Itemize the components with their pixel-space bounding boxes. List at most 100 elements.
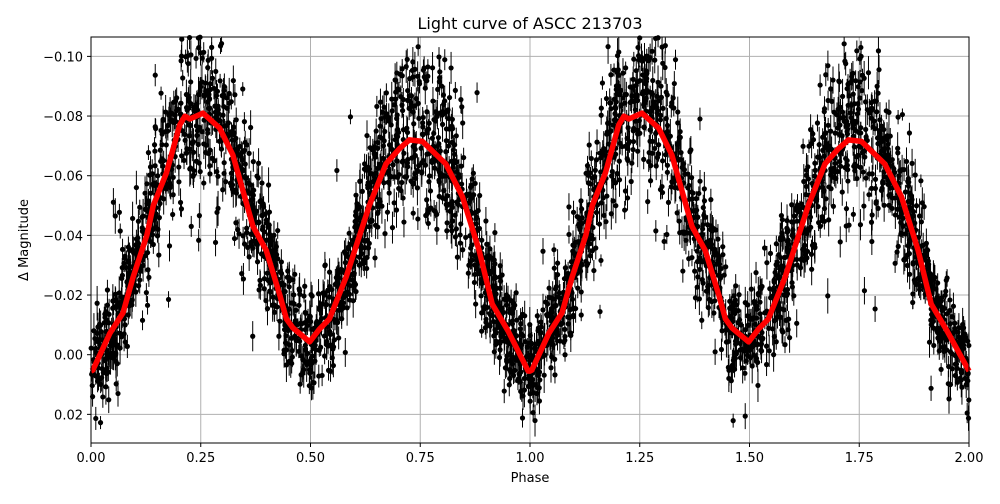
- data-point: [308, 282, 313, 308]
- data-point: [861, 192, 866, 221]
- data-point: [876, 37, 881, 68]
- data-point: [153, 119, 158, 138]
- data-point: [198, 164, 203, 179]
- data-point: [463, 228, 468, 248]
- data-point: [385, 203, 390, 222]
- data-point: [474, 82, 479, 102]
- data-point: [144, 283, 149, 302]
- data-point: [502, 379, 507, 403]
- data-point: [583, 245, 588, 278]
- data-point: [680, 259, 685, 282]
- data-point: [399, 167, 404, 198]
- data-point: [372, 248, 377, 267]
- data-point: [316, 365, 321, 388]
- data-point: [805, 219, 810, 240]
- data-point: [591, 260, 596, 281]
- data-point: [156, 243, 161, 267]
- data-point: [473, 290, 478, 318]
- data-point: [166, 291, 171, 307]
- data-point: [193, 48, 198, 68]
- data-point: [213, 229, 218, 257]
- data-point: [298, 375, 303, 394]
- data-point: [622, 201, 627, 219]
- data-point: [214, 197, 219, 229]
- data-point: [343, 338, 348, 367]
- data-point: [153, 64, 158, 86]
- data-point: [626, 128, 631, 159]
- data-point: [540, 238, 545, 264]
- data-point: [240, 82, 245, 96]
- data-point: [896, 110, 901, 124]
- data-point: [105, 280, 110, 300]
- data-point: [851, 207, 856, 222]
- data-point: [598, 254, 603, 266]
- y-tick-label: −0.06: [43, 170, 83, 185]
- data-point: [382, 219, 387, 248]
- y-tick-label: −0.10: [43, 50, 83, 65]
- data-point: [629, 168, 634, 195]
- chart-title: Light curve of ASCC 213703: [417, 14, 642, 33]
- data-point: [453, 82, 458, 99]
- x-tick-label: 1.25: [625, 451, 654, 466]
- data-point: [838, 226, 843, 257]
- data-point: [664, 78, 669, 106]
- data-point: [665, 84, 670, 106]
- data-point: [645, 189, 650, 214]
- data-point: [836, 64, 841, 99]
- data-point: [442, 49, 447, 70]
- data-point: [242, 112, 247, 131]
- data-point: [597, 305, 602, 319]
- x-tick-label: 0.50: [296, 451, 325, 466]
- data-point: [432, 200, 437, 221]
- data-point: [158, 87, 163, 100]
- x-tick-label: 0.75: [406, 451, 435, 466]
- data-point: [180, 70, 185, 86]
- data-point: [944, 271, 949, 289]
- data-point: [176, 159, 181, 176]
- data-point: [415, 208, 420, 230]
- data-point: [862, 277, 867, 304]
- data-point: [232, 231, 237, 245]
- data-point: [322, 252, 327, 280]
- y-tick-label: −0.08: [43, 110, 83, 125]
- data-point: [699, 311, 704, 329]
- data-point: [579, 281, 584, 302]
- data-point: [846, 218, 851, 233]
- data-point: [918, 174, 923, 187]
- data-point: [731, 414, 736, 428]
- data-point: [818, 74, 823, 95]
- data-point: [939, 363, 944, 376]
- data-point: [831, 198, 836, 214]
- data-point: [311, 372, 316, 394]
- data-point: [708, 189, 713, 211]
- data-point: [95, 286, 100, 321]
- data-point: [302, 278, 307, 294]
- data-point: [542, 357, 547, 393]
- data-point: [520, 408, 525, 427]
- data-point: [845, 169, 850, 194]
- data-point: [250, 321, 255, 351]
- data-point: [768, 245, 773, 262]
- data-point: [928, 376, 933, 401]
- data-point: [348, 109, 353, 124]
- data-point: [886, 100, 891, 125]
- data-point: [106, 387, 111, 414]
- data-point: [411, 207, 416, 220]
- data-point: [98, 416, 103, 429]
- data-point: [635, 73, 640, 92]
- data-point: [251, 151, 256, 171]
- data-point: [566, 225, 571, 243]
- data-point: [697, 108, 702, 131]
- data-point: [426, 217, 431, 229]
- y-tick-label: 0.00: [54, 349, 83, 364]
- x-tick-label: 0.25: [186, 451, 215, 466]
- data-point: [276, 322, 281, 350]
- data-point: [825, 278, 830, 313]
- data-point: [895, 132, 900, 164]
- data-point: [425, 59, 430, 74]
- data-point: [666, 188, 671, 216]
- data-point: [318, 339, 323, 356]
- x-tick-label: 1.75: [845, 451, 874, 466]
- x-axis-label: Phase: [511, 471, 550, 486]
